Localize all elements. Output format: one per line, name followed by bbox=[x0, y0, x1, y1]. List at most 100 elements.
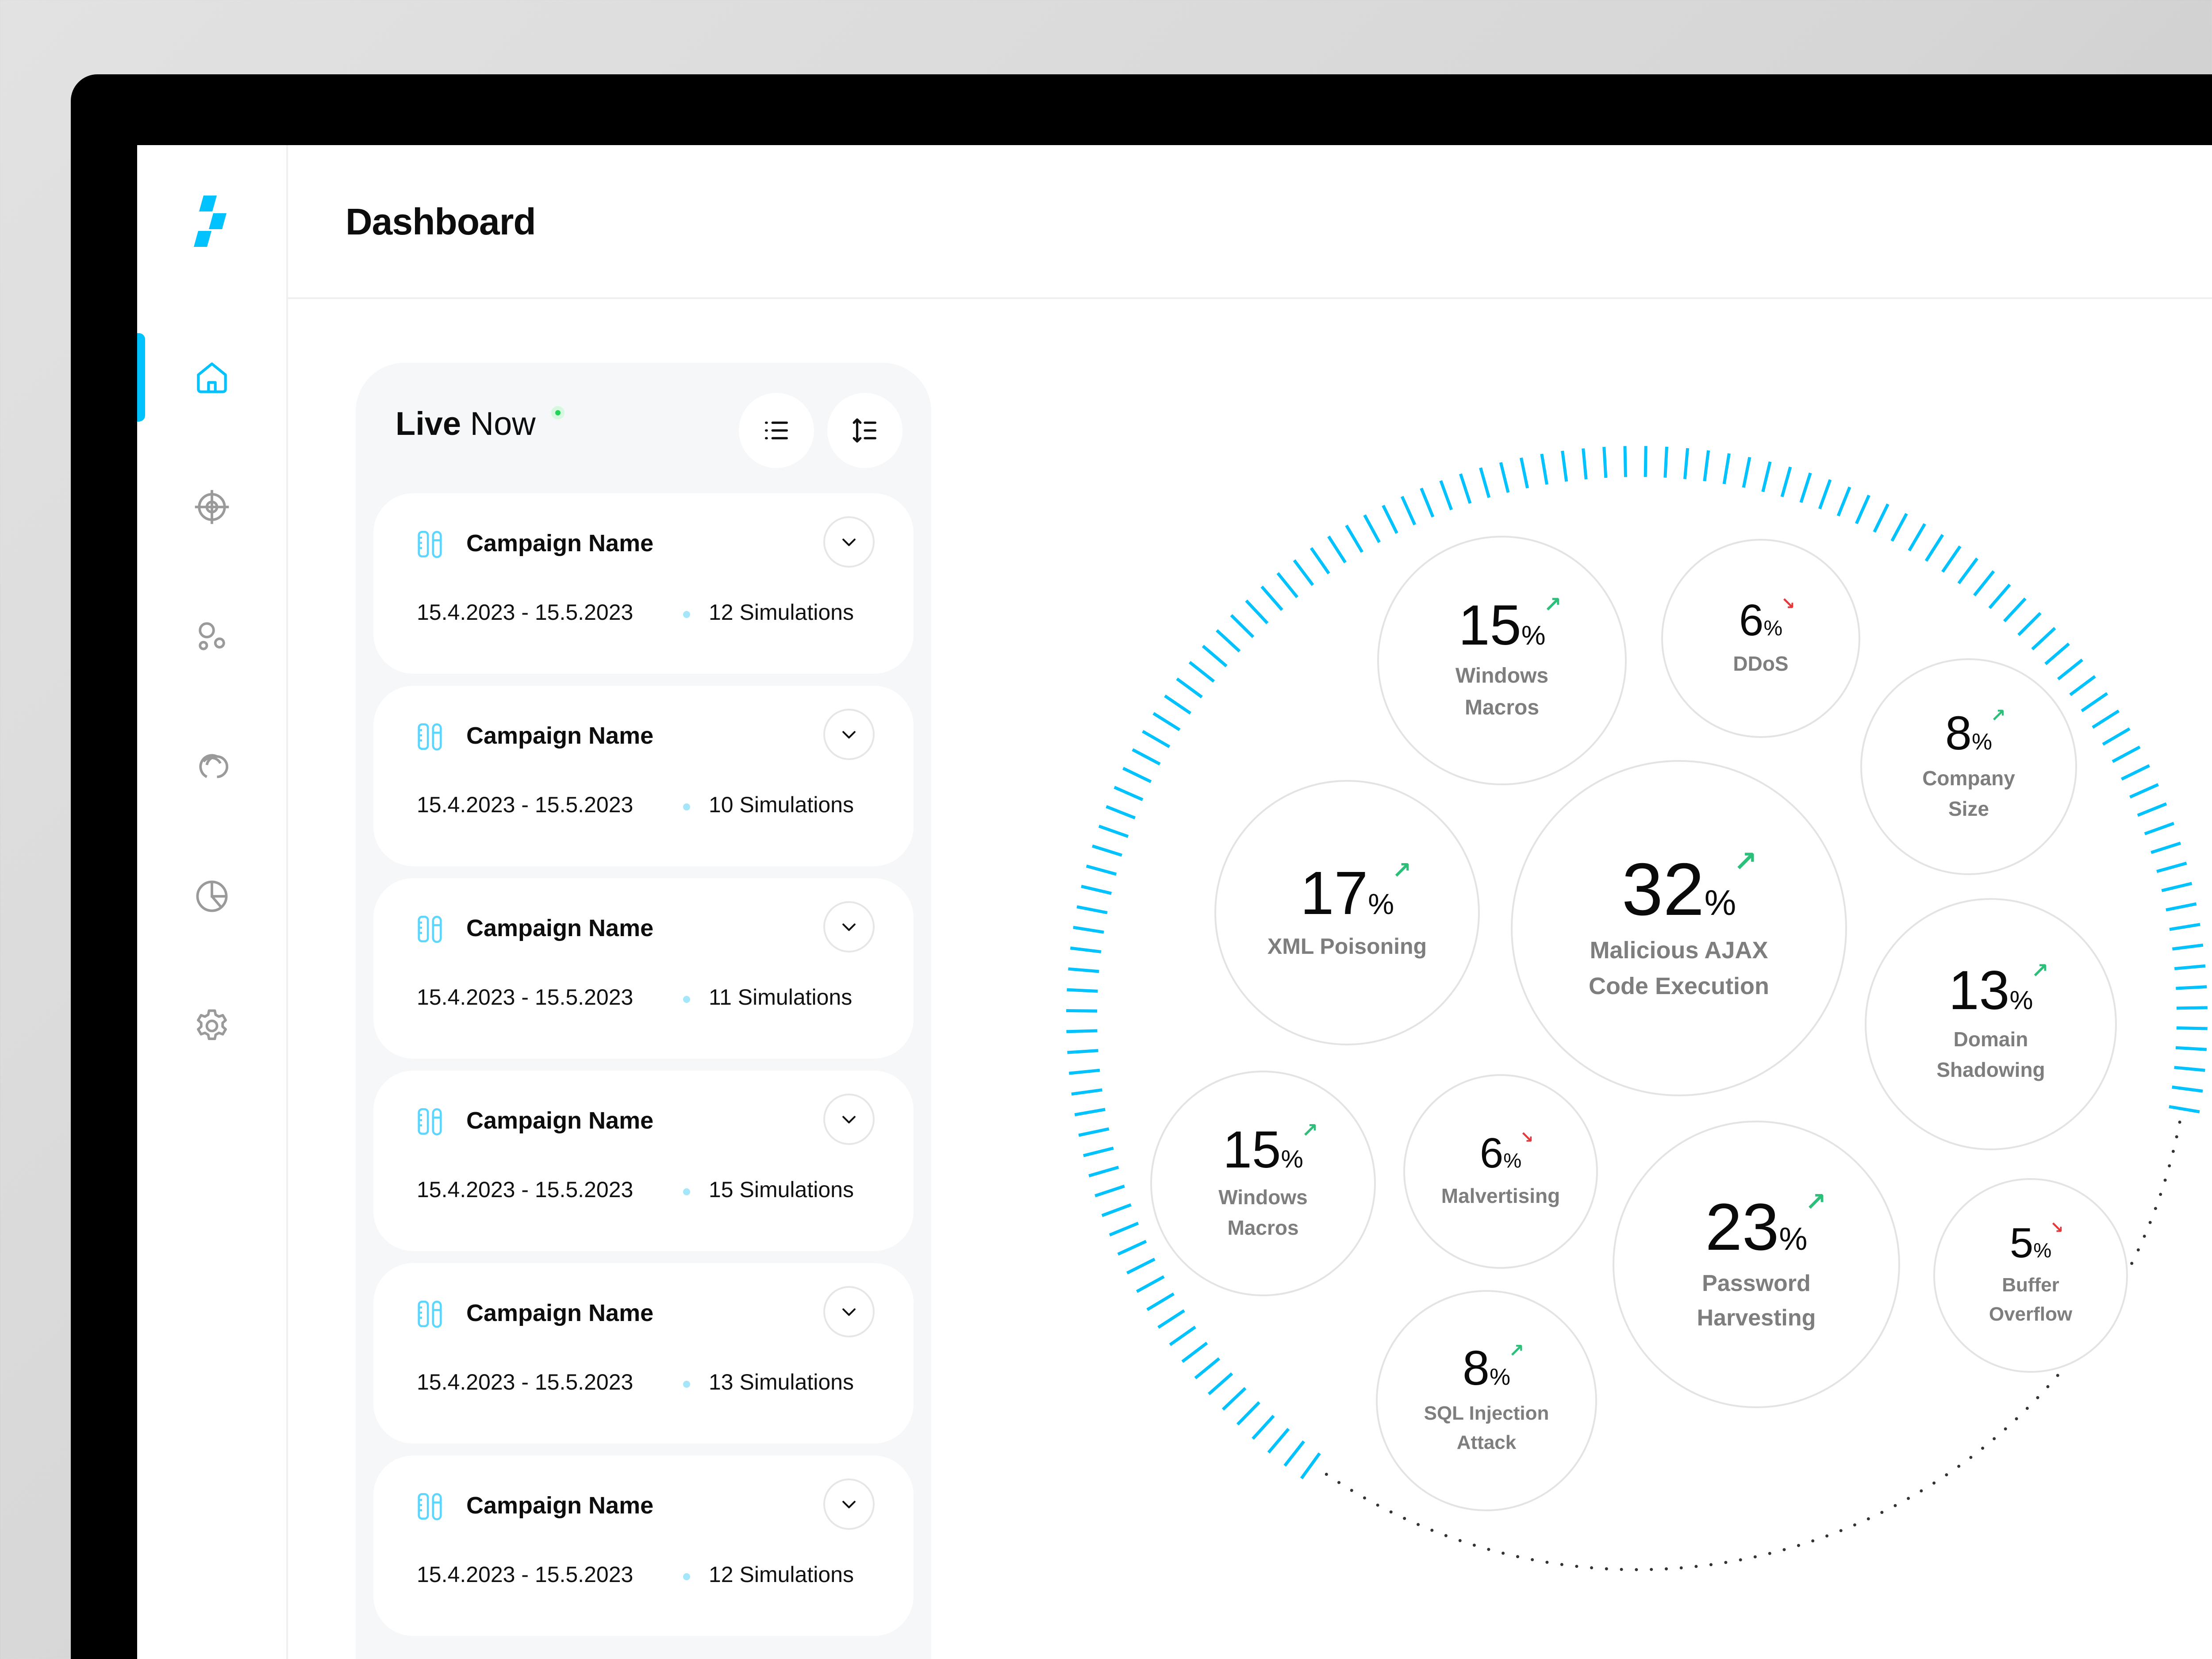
label-line-2: Overflow bbox=[1989, 1303, 2073, 1325]
percent-sign: % bbox=[2009, 985, 2033, 1015]
list-icon bbox=[765, 421, 788, 440]
list-view-button[interactable] bbox=[739, 393, 814, 468]
label-line-1: Windows bbox=[1218, 1186, 1308, 1209]
campaign-name: Campaign Name bbox=[466, 915, 654, 941]
bubble-label: Windows Macros bbox=[1455, 660, 1548, 724]
separator-dot bbox=[683, 611, 690, 618]
sidebar-item-home[interactable] bbox=[137, 333, 286, 422]
threat-bubble[interactable]: 8% ↗ SQL Injection Attack bbox=[1376, 1290, 1597, 1511]
trend-up-icon: ↗ bbox=[1392, 857, 1412, 883]
trend-up-icon: ↗ bbox=[1544, 592, 1562, 617]
label-line-1: SQL Injection bbox=[1424, 1402, 1549, 1424]
separator-dot bbox=[683, 1573, 690, 1580]
simulation-count: 12 Simulations bbox=[709, 600, 854, 625]
threat-bubble[interactable]: 32% ↗ Malicious AJAX Code Execution bbox=[1511, 760, 1847, 1096]
percent-sign: % bbox=[1281, 1145, 1303, 1173]
trend-up-icon: ↗ bbox=[1733, 845, 1758, 878]
bubble-label: Company Size bbox=[1922, 763, 2015, 824]
campaign-card[interactable]: Campaign Name 15.4.2023 - 15.5.2023 15 S… bbox=[373, 1071, 914, 1251]
brand-logo-icon bbox=[194, 196, 227, 247]
campaign-dates: 15.4.2023 - 15.5.2023 bbox=[417, 792, 634, 817]
bubble-label: Buffer Overflow bbox=[1989, 1271, 2072, 1329]
campaign-dates: 15.4.2023 - 15.5.2023 bbox=[417, 1562, 634, 1587]
home-icon bbox=[196, 362, 227, 393]
sidebar-item-reports[interactable] bbox=[137, 852, 286, 941]
campaign-card[interactable]: Campaign Name 15.4.2023 - 15.5.2023 13 S… bbox=[373, 1263, 914, 1444]
value-number: 15 bbox=[1458, 594, 1521, 657]
label-line-2: Attack bbox=[1456, 1432, 1517, 1453]
campaign-icon bbox=[418, 723, 442, 751]
bubble-label: Malicious AJAX Code Execution bbox=[1589, 933, 1769, 1004]
live-now-panel: Live Now Campaign Name 15.4.2023 - 15.5.… bbox=[356, 363, 931, 1659]
percent-sign: % bbox=[1368, 887, 1394, 921]
threat-bubble[interactable]: 6% ↘ DDoS bbox=[1661, 539, 1860, 738]
sidebar-item-groups[interactable] bbox=[137, 593, 286, 681]
threat-bubble[interactable]: 6% ↘ Malvertising bbox=[1403, 1074, 1598, 1269]
threat-bubble[interactable]: 23% ↗ Password Harvesting bbox=[1613, 1121, 1900, 1408]
campaign-dates: 15.4.2023 - 15.5.2023 bbox=[417, 600, 634, 625]
campaign-name: Campaign Name bbox=[466, 1107, 654, 1134]
percent-sign: % bbox=[1763, 616, 1783, 640]
bubble-label: Password Harvesting bbox=[1697, 1266, 1816, 1335]
campaign-card[interactable]: Campaign Name 15.4.2023 - 15.5.2023 12 S… bbox=[373, 1455, 914, 1636]
bubble-value: 13% ↗ bbox=[1948, 960, 2049, 1021]
threat-bubble[interactable]: 15% ↗ Windows Macros bbox=[1150, 1071, 1376, 1296]
bubble-value: 6% ↘ bbox=[1479, 1129, 1534, 1177]
percent-sign: % bbox=[1971, 729, 1993, 754]
percent-sign: % bbox=[1779, 1221, 1808, 1257]
value-number: 13 bbox=[1948, 960, 2010, 1021]
percent-sign: % bbox=[1490, 1364, 1511, 1390]
label-line-1: DDoS bbox=[1733, 652, 1789, 675]
chevron-down-icon bbox=[842, 1116, 856, 1124]
label-line-1: Malvertising bbox=[1441, 1184, 1560, 1207]
top-header: Dashboard bbox=[288, 145, 2212, 299]
nav-active-indicator bbox=[137, 333, 145, 422]
expand-button[interactable] bbox=[823, 516, 875, 568]
threat-bubble[interactable]: 13% ↗ Domain Shadowing bbox=[1865, 898, 2117, 1150]
bubble-label: XML Poisoning bbox=[1267, 930, 1427, 963]
trend-down-icon: ↘ bbox=[2050, 1218, 2064, 1237]
value-number: 6 bbox=[1739, 595, 1764, 645]
sidebar-item-targets[interactable] bbox=[137, 463, 286, 551]
label-line-1: XML Poisoning bbox=[1267, 933, 1427, 959]
sort-button[interactable] bbox=[827, 393, 902, 468]
label-line-1: Company bbox=[1922, 767, 2015, 790]
campaign-card[interactable]: Campaign Name 15.4.2023 - 15.5.2023 12 S… bbox=[373, 493, 914, 674]
separator-dot bbox=[683, 1188, 690, 1195]
value-number: 6 bbox=[1479, 1129, 1504, 1177]
value-number: 15 bbox=[1223, 1121, 1281, 1179]
threat-bubble[interactable]: 15% ↗ Windows Macros bbox=[1377, 536, 1627, 785]
chevron-down-icon bbox=[842, 1308, 856, 1316]
percent-sign: % bbox=[1503, 1148, 1522, 1172]
bubble-label: Malvertising bbox=[1441, 1181, 1560, 1211]
simulation-count: 10 Simulations bbox=[709, 792, 854, 817]
live-status-dot bbox=[551, 406, 565, 419]
bubble-value: 8% ↗ bbox=[1462, 1341, 1524, 1395]
sidebar-item-settings[interactable] bbox=[137, 982, 286, 1070]
label-line-2: Size bbox=[1948, 797, 1989, 820]
expand-button[interactable] bbox=[823, 1479, 875, 1530]
campaign-icon bbox=[418, 1108, 442, 1136]
label-line-2: Harvesting bbox=[1697, 1305, 1816, 1331]
expand-button[interactable] bbox=[823, 901, 875, 952]
percent-sign: % bbox=[1704, 883, 1736, 923]
expand-button[interactable] bbox=[823, 1094, 875, 1145]
trend-up-icon: ↗ bbox=[1990, 705, 2006, 726]
campaign-card[interactable]: Campaign Name 15.4.2023 - 15.5.2023 11 S… bbox=[373, 878, 914, 1059]
crosshair-icon bbox=[195, 490, 229, 524]
threat-bubble[interactable]: 8% ↗ Company Size bbox=[1860, 658, 2077, 875]
sidebar-item-integrations[interactable] bbox=[137, 722, 286, 811]
value-number: 17 bbox=[1300, 859, 1368, 927]
bubble-value: 5% ↘ bbox=[2010, 1219, 2064, 1264]
sort-icon bbox=[853, 418, 876, 443]
bubble-label: Windows Macros bbox=[1218, 1182, 1307, 1243]
threat-bubble[interactable]: 5% ↘ Buffer Overflow bbox=[1933, 1178, 2128, 1373]
panel-title: Live Now bbox=[396, 405, 536, 442]
value-number: 8 bbox=[1462, 1341, 1490, 1395]
expand-button[interactable] bbox=[823, 1286, 875, 1337]
bubble-value: 15% ↗ bbox=[1223, 1120, 1318, 1179]
threat-bubble[interactable]: 17% ↗ XML Poisoning bbox=[1214, 780, 1480, 1045]
app-window: Dashboard 15% ↗ Windows Macros 6% ↘ DDoS… bbox=[137, 145, 2212, 1659]
expand-button[interactable] bbox=[823, 709, 875, 760]
campaign-card[interactable]: Campaign Name 15.4.2023 - 15.5.2023 10 S… bbox=[373, 686, 914, 866]
